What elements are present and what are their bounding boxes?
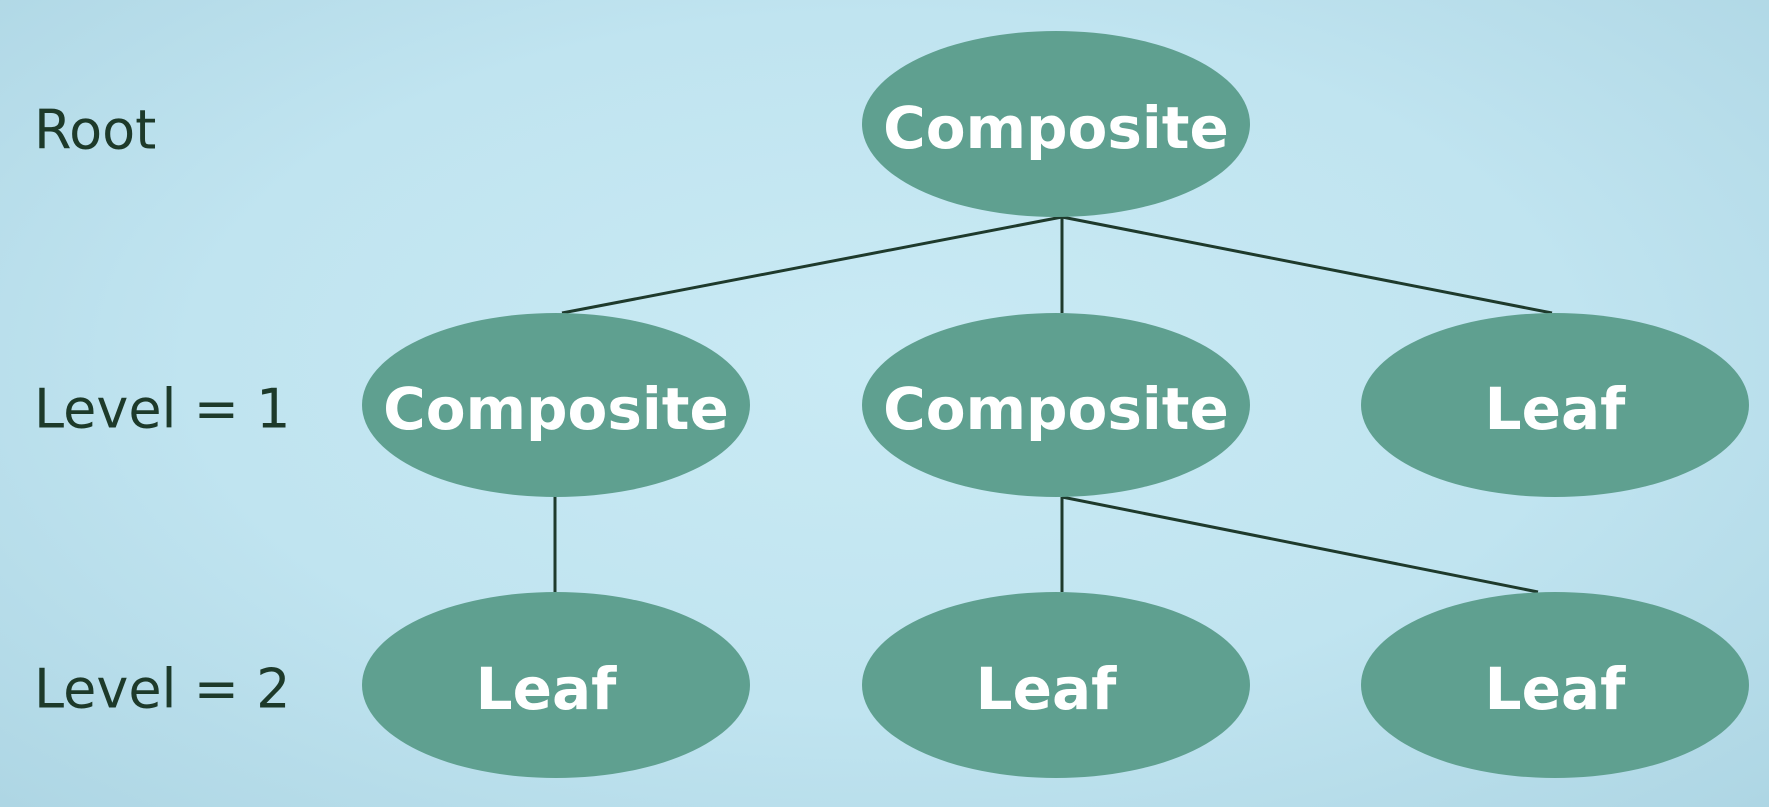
tree-node-l1-composite-middle[interactable]: Composite (862, 313, 1250, 497)
node-ellipse (1361, 313, 1749, 497)
node-ellipse (862, 313, 1250, 497)
node-label: Composite (383, 375, 729, 443)
node-ellipse (362, 313, 750, 497)
node-ellipse (362, 592, 750, 778)
tree-node-l2-leaf-right[interactable]: Leaf (1361, 592, 1749, 778)
level-label-level-2: Level = 2 (34, 658, 290, 721)
node-ellipse (1361, 592, 1749, 778)
tree-node-l1-composite-left[interactable]: Composite (362, 313, 750, 497)
node-label: Leaf (976, 655, 1117, 723)
level-label-root: Root (34, 99, 156, 162)
tree-node-l2-leaf-left[interactable]: Leaf (362, 592, 750, 778)
edges (553, 215, 1553, 594)
tree-node-l1-leaf-right[interactable]: Leaf (1361, 313, 1749, 497)
node-label: Leaf (1485, 375, 1626, 443)
node-label: Leaf (1485, 655, 1626, 723)
tree-node-l2-leaf-middle[interactable]: Leaf (862, 592, 1250, 778)
node-ellipse (862, 31, 1250, 217)
node-label: Leaf (476, 655, 617, 723)
edge-root-to-l1-leaf-right (1061, 215, 1553, 315)
edge-l1-composite-middle-to-l2-leaf-right (1061, 495, 1539, 594)
edge-root-to-l1-composite-left (561, 215, 1063, 315)
level-label-level-1: Level = 1 (34, 378, 290, 441)
node-ellipse (862, 592, 1250, 778)
node-label: Composite (883, 375, 1229, 443)
node-label: Composite (883, 94, 1229, 162)
tree-node-root[interactable]: Composite (862, 31, 1250, 217)
